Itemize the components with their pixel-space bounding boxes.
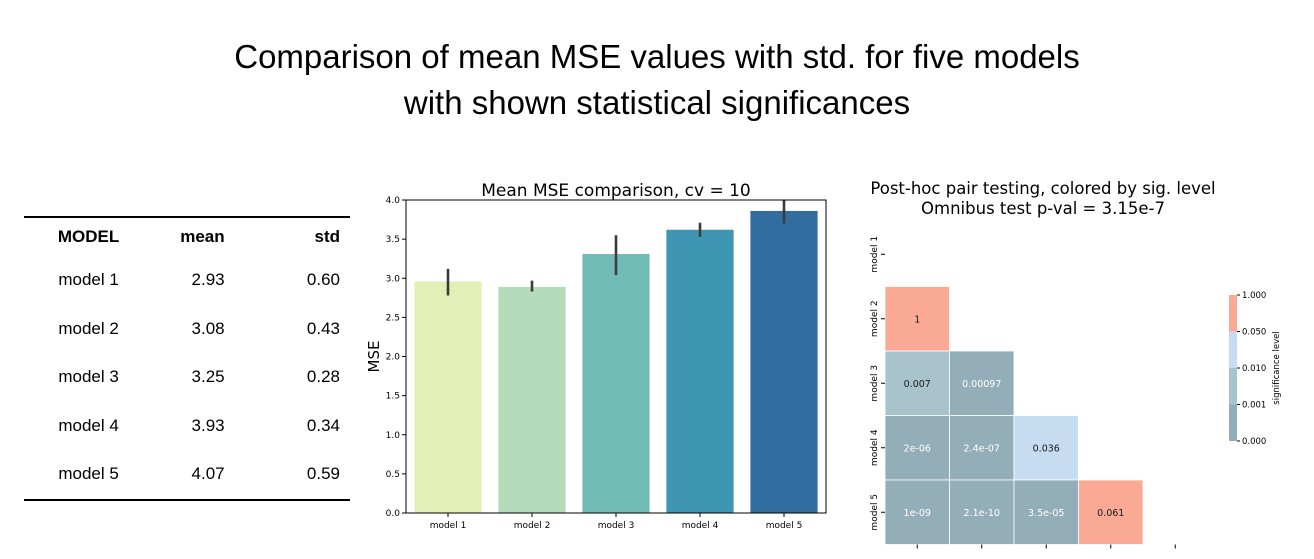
heatmap-cell: [949, 350, 1015, 416]
y-tick-label: 1.0: [386, 431, 401, 441]
cell-mean: 3.08: [191, 318, 225, 338]
y-axis-label: MSE: [365, 341, 383, 373]
table-row: model 1 2.93 0.60: [24, 256, 350, 305]
x-tick-label: model 1: [430, 521, 467, 531]
heatmap-cell-label: 2e-06: [904, 443, 931, 454]
heatmap-cell-label: 2.1e-10: [964, 508, 1000, 519]
colorbar-tick-label: 0.000: [1242, 437, 1266, 447]
bar: [666, 229, 734, 514]
bar: [750, 210, 818, 513]
heatmap-cell-label: 0.00097: [962, 379, 1001, 390]
cell-model: model 2: [58, 318, 119, 338]
heatmap-cell-label: 1: [914, 314, 920, 325]
y-tick-label: 1.5: [386, 392, 400, 402]
y-tick-label: 2.0: [386, 353, 401, 363]
bar-chart-title: Mean MSE comparison, cv = 10: [481, 181, 751, 201]
bar: [582, 253, 650, 513]
heatmap-cell: [884, 415, 950, 481]
table-row: model 5 4.07 0.59: [24, 450, 350, 500]
colorbar-tick-label: 0.010: [1242, 364, 1266, 374]
heatmap-cell-label: 0.007: [904, 379, 931, 390]
stats-table: MODEL mean std model 1 2.93 0.60 model 2…: [24, 216, 350, 501]
heatmap-cell: [1013, 479, 1079, 545]
table-row: model 4 3.93 0.34: [24, 402, 350, 451]
y-tick-label: model 5: [870, 494, 880, 531]
heatmap-cell-label: 2.4e-07: [964, 443, 1000, 454]
header-model: MODEL: [57, 227, 120, 246]
y-tick-label: model 3: [870, 365, 880, 402]
colorbar-segment: [1229, 331, 1237, 368]
x-tick-label: model 2: [514, 521, 551, 531]
heatmap-cell: [1078, 479, 1144, 545]
heatmap-subtitle: Omnibus test p-val = 3.15e-7: [921, 199, 1165, 218]
x-tick-label: model 3: [598, 521, 635, 531]
y-tick-label: 0.5: [386, 470, 400, 480]
x-tick-label: model 5: [766, 521, 803, 531]
header-std: std: [314, 227, 341, 246]
y-tick-label: 3.0: [386, 274, 401, 284]
heatmap-cell: [884, 350, 950, 416]
colorbar-segment: [1229, 368, 1237, 405]
heatmap-cell-label: 0.036: [1033, 443, 1060, 454]
table-row: model 3 3.25 0.28: [24, 353, 350, 402]
heatmap-title: Post-hoc pair testing, colored by sig. l…: [870, 179, 1215, 198]
colorbar-tick-label: 0.050: [1242, 328, 1266, 338]
cell-model: model 3: [58, 367, 119, 387]
bar: [498, 286, 566, 513]
y-tick-label: model 4: [870, 429, 880, 466]
page-title-line-1: Comparison of mean MSE values with std. …: [234, 38, 1080, 75]
heatmap-cell: [884, 479, 950, 545]
cell-std: 0.34: [306, 415, 340, 435]
cell-std: 0.28: [306, 367, 340, 387]
y-tick-label: 3.5: [386, 235, 400, 245]
heatmap-cell-label: 1e-09: [904, 508, 931, 519]
cell-std: 0.60: [306, 270, 340, 290]
colorbar-segment: [1229, 404, 1237, 441]
bar: [414, 281, 482, 513]
colorbar-label: significance level: [1272, 331, 1282, 404]
cell-mean: 3.93: [191, 415, 225, 435]
header-mean: mean: [180, 227, 225, 246]
cell-std: 0.43: [306, 318, 340, 338]
y-tick-label: model 2: [870, 300, 880, 337]
cell-mean: 2.93: [191, 270, 225, 290]
cell-model: model 1: [58, 270, 119, 290]
heatmap-cell-label: 3.5e-05: [1028, 508, 1064, 519]
bar-chart: Mean MSE comparison, cv = 10 model 1 model…: [365, 181, 827, 531]
heatmap-cell: [949, 415, 1015, 481]
heatmap-chart: Post-hoc pair testing, colored by sig. l…: [870, 179, 1282, 549]
page-title-line-2: with shown statistical significances: [403, 84, 911, 121]
y-tick-label: 4.0: [386, 196, 401, 206]
table-row: model 2 3.08 0.43: [24, 305, 350, 354]
cell-model: model 5: [58, 464, 119, 484]
colorbar-tick-label: 1.000: [1242, 291, 1266, 301]
cell-model: model 4: [58, 415, 119, 435]
table-header-row: MODEL mean std: [24, 217, 350, 256]
colorbar-segment: [1229, 295, 1237, 332]
y-tick-label: 2.5: [386, 313, 400, 323]
y-tick-label: 0.0: [386, 509, 401, 519]
cell-mean: 4.07: [191, 464, 225, 484]
y-tick-label: model 1: [870, 236, 880, 273]
heatmap-cell: [1013, 415, 1079, 481]
heatmap-cell-label: 0.061: [1097, 508, 1124, 519]
plot-frame: [405, 199, 827, 514]
cell-mean: 3.25: [191, 367, 225, 387]
colorbar-tick-label: 0.001: [1242, 401, 1266, 411]
cell-std: 0.59: [306, 464, 340, 484]
x-tick-label: model 4: [682, 521, 719, 531]
